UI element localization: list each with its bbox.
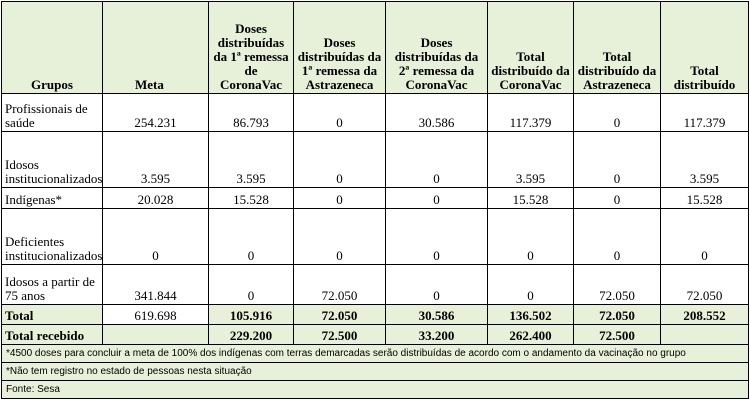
total-doses-1-coronavac: 105.916 <box>208 304 294 325</box>
cell-total-coronavac: 0 <box>487 264 574 305</box>
total-label: Total <box>1 304 103 325</box>
header-total-astrazeneca: Total distribuído da Astrazeneca <box>573 1 661 94</box>
cell-doses-1-coronavac: 86.793 <box>208 93 294 132</box>
total-recebido-row: Total recebido 229.200 72.500 33.200 262… <box>1 324 749 345</box>
footnote-row: *Não tem registro no estado de pessoas n… <box>1 362 749 381</box>
total-meta: 619.698 <box>102 304 209 325</box>
footnote-deficientes: *Não tem registro no estado de pessoas n… <box>1 362 749 381</box>
header-doses-2-coronavac: Doses distribuídas da 2ª remessa da Coro… <box>385 1 488 94</box>
cell-total-astrazeneca: 72.050 <box>573 264 661 305</box>
cell-meta: 0 <box>102 208 209 265</box>
header-grupos: Grupos <box>1 1 103 94</box>
cell-doses-1-coronavac: 0 <box>208 208 294 265</box>
cell-doses-1-astrazeneca: 72.050 <box>293 264 386 305</box>
total-recebido-doses-1-astrazeneca: 72.500 <box>293 324 386 345</box>
cell-meta: 254.231 <box>102 93 209 132</box>
row-group-label: Idosos institucionalizados <box>1 131 103 188</box>
total-coronavac: 136.502 <box>487 304 574 325</box>
cell-total-coronavac: 15.528 <box>487 187 574 209</box>
total-recebido-doses-2-coronavac: 33.200 <box>385 324 488 345</box>
header-meta: Meta <box>102 1 209 94</box>
cell-doses-1-astrazeneca: 0 <box>293 187 386 209</box>
total-recebido-meta <box>102 324 209 345</box>
cell-total: 0 <box>660 208 749 265</box>
cell-meta: 20.028 <box>102 187 209 209</box>
footnote-row: *4500 doses para concluir a meta de 100%… <box>1 344 749 363</box>
footnote-source: Fonte: Sesa <box>1 380 749 399</box>
table-row: Indígenas* 20.028 15.528 0 0 15.528 0 15… <box>1 187 749 209</box>
row-group-label: Idosos a partir de 75 anos <box>1 264 103 305</box>
cell-doses-1-coronavac: 15.528 <box>208 187 294 209</box>
row-group-label: Deficientes institucionalizados* <box>1 208 103 265</box>
table-row: Idosos a partir de 75 anos 341.844 0 72.… <box>1 264 749 305</box>
cell-doses-1-astrazeneca: 0 <box>293 208 386 265</box>
cell-total: 3.595 <box>660 131 749 188</box>
table-row: Deficientes institucionalizados* 0 0 0 0… <box>1 208 749 265</box>
total-recebido-astrazeneca: 72.500 <box>573 324 661 345</box>
cell-doses-1-coronavac: 0 <box>208 264 294 305</box>
table-row: Idosos institucionalizados 3.595 3.595 0… <box>1 131 749 188</box>
cell-total-coronavac: 3.595 <box>487 131 574 188</box>
total-doses-2-coronavac: 30.586 <box>385 304 488 325</box>
cell-total: 117.379 <box>660 93 749 132</box>
row-group-label: Indígenas* <box>1 187 103 209</box>
cell-doses-2-coronavac: 0 <box>385 131 488 188</box>
cell-doses-2-coronavac: 0 <box>385 187 488 209</box>
total-astrazeneca: 72.050 <box>573 304 661 325</box>
cell-doses-2-coronavac: 0 <box>385 208 488 265</box>
total-recebido-label: Total recebido <box>1 324 103 345</box>
header-doses-1-astrazeneca: Doses distribuídas da 1ª remessa da Astr… <box>293 1 386 94</box>
cell-total-coronavac: 0 <box>487 208 574 265</box>
cell-total: 15.528 <box>660 187 749 209</box>
cell-doses-1-coronavac: 3.595 <box>208 131 294 188</box>
cell-total: 72.050 <box>660 264 749 305</box>
header-doses-1-coronavac: Doses distribuídas da 1ª remessa de Coro… <box>208 1 294 94</box>
cell-meta: 3.595 <box>102 131 209 188</box>
cell-total-astrazeneca: 0 <box>573 93 661 132</box>
cell-doses-2-coronavac: 30.586 <box>385 93 488 132</box>
footnote-indigenas: *4500 doses para concluir a meta de 100%… <box>1 344 749 363</box>
header-total-coronavac: Total distribuído da CoronaVac <box>487 1 574 94</box>
cell-total-astrazeneca: 0 <box>573 208 661 265</box>
cell-doses-1-astrazeneca: 0 <box>293 93 386 132</box>
cell-total-astrazeneca: 0 <box>573 131 661 188</box>
table-row: Profissionais de saúde 254.231 86.793 0 … <box>1 93 749 132</box>
total-recebido-doses-1-coronavac: 229.200 <box>208 324 294 345</box>
total-row: Total 619.698 105.916 72.050 30.586 136.… <box>1 304 749 325</box>
total-distribuido: 208.552 <box>660 304 749 325</box>
cell-doses-1-astrazeneca: 0 <box>293 131 386 188</box>
total-recebido-coronavac: 262.400 <box>487 324 574 345</box>
total-recebido-total <box>660 324 749 345</box>
row-group-label: Profissionais de saúde <box>1 93 103 132</box>
footnote-row: Fonte: Sesa <box>1 380 749 399</box>
total-doses-1-astrazeneca: 72.050 <box>293 304 386 325</box>
cell-meta: 341.844 <box>102 264 209 305</box>
header-row: Grupos Meta Doses distribuídas da 1ª rem… <box>1 1 749 94</box>
cell-total-coronavac: 117.379 <box>487 93 574 132</box>
header-total: Total distribuído <box>660 1 749 94</box>
cell-doses-2-coronavac: 0 <box>385 264 488 305</box>
cell-total-astrazeneca: 0 <box>573 187 661 209</box>
